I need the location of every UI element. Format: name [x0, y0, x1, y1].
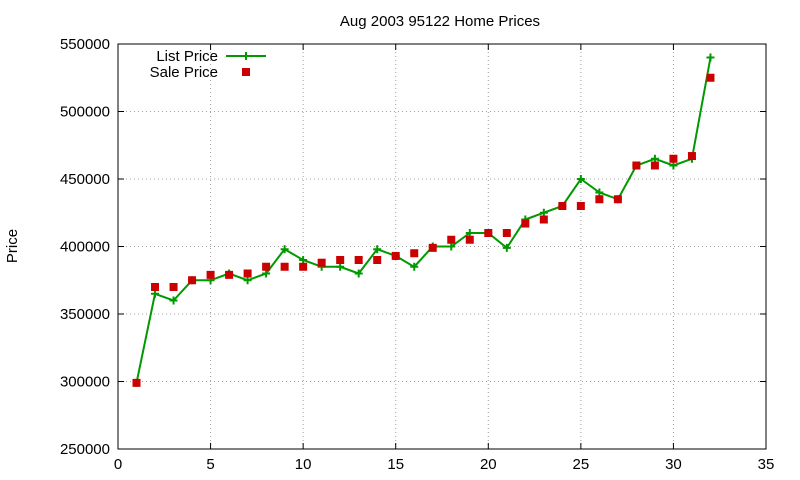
data-point — [576, 202, 585, 210]
data-point — [706, 73, 715, 82]
data-point — [299, 256, 308, 264]
data-point — [650, 161, 659, 170]
data-point — [317, 258, 326, 267]
data-point — [447, 242, 456, 251]
data-point — [465, 229, 474, 237]
chart-title: Aug 2003 95122 Home Prices — [340, 13, 540, 30]
data-point — [391, 251, 400, 260]
data-point — [373, 245, 382, 254]
x-tick-label: 20 — [480, 456, 497, 473]
data-point — [410, 262, 419, 271]
data-point — [539, 208, 548, 217]
x-tick-label: 10 — [295, 456, 312, 473]
data-point — [373, 256, 382, 264]
data-point — [243, 269, 252, 278]
series-list-price — [132, 53, 715, 387]
data-point — [243, 276, 252, 285]
data-point — [669, 161, 678, 170]
y-tick-label: 450000 — [60, 171, 110, 188]
data-point — [336, 256, 345, 264]
x-tick-label: 5 — [206, 456, 214, 473]
y-tick-label: 500000 — [60, 104, 110, 121]
series-sale-price — [132, 73, 715, 387]
y-tick-label: 300000 — [60, 374, 110, 391]
data-point — [558, 202, 567, 210]
data-point — [595, 195, 604, 204]
data-point — [336, 262, 345, 271]
legend-marker — [242, 52, 250, 60]
data-point — [169, 296, 178, 305]
legend-label: List Price — [156, 48, 218, 65]
data-point — [502, 229, 511, 237]
data-point — [465, 235, 474, 244]
x-tick-label: 30 — [665, 456, 682, 473]
data-point — [595, 188, 604, 197]
data-point — [484, 229, 493, 237]
x-tick-label: 0 — [114, 456, 122, 473]
x-tick-label: 25 — [573, 456, 590, 473]
data-point — [687, 152, 696, 161]
data-point — [650, 154, 659, 163]
data-point — [669, 154, 678, 163]
x-tick-label: 15 — [387, 456, 404, 473]
data-point — [613, 195, 622, 204]
data-point — [539, 215, 548, 224]
data-point — [354, 256, 363, 264]
data-point — [410, 249, 419, 258]
axis-ticks: 0 5 10 15 20 25 30 35 250000 300000 350000 400000 45… — [60, 36, 774, 473]
data-series — [132, 53, 715, 387]
data-point — [299, 262, 308, 271]
data-point — [262, 262, 271, 271]
legend-label: Sale Price — [150, 64, 218, 81]
data-point — [225, 270, 234, 279]
series-line — [135, 57, 712, 384]
y-tick-label: 250000 — [60, 441, 110, 458]
data-point — [521, 219, 530, 228]
y-tick-label: 550000 — [60, 36, 110, 53]
data-point — [502, 243, 511, 252]
data-point — [151, 289, 160, 298]
data-point — [280, 245, 289, 254]
y-tick-label: 400000 — [60, 239, 110, 256]
data-point — [151, 283, 160, 291]
data-point — [576, 175, 585, 183]
data-point — [169, 283, 178, 291]
data-point — [354, 269, 363, 278]
x-tick-label: 35 — [758, 456, 775, 473]
data-point — [447, 235, 456, 244]
data-point — [206, 270, 215, 279]
y-axis-label: Price — [4, 229, 21, 263]
data-point — [706, 53, 715, 62]
y-tick-label: 350000 — [60, 306, 110, 323]
legend-marker — [242, 68, 250, 76]
data-point — [188, 276, 197, 285]
data-point — [262, 269, 271, 278]
data-point — [632, 161, 641, 170]
data-point — [280, 262, 289, 271]
data-point — [132, 378, 141, 387]
data-point — [428, 243, 437, 252]
